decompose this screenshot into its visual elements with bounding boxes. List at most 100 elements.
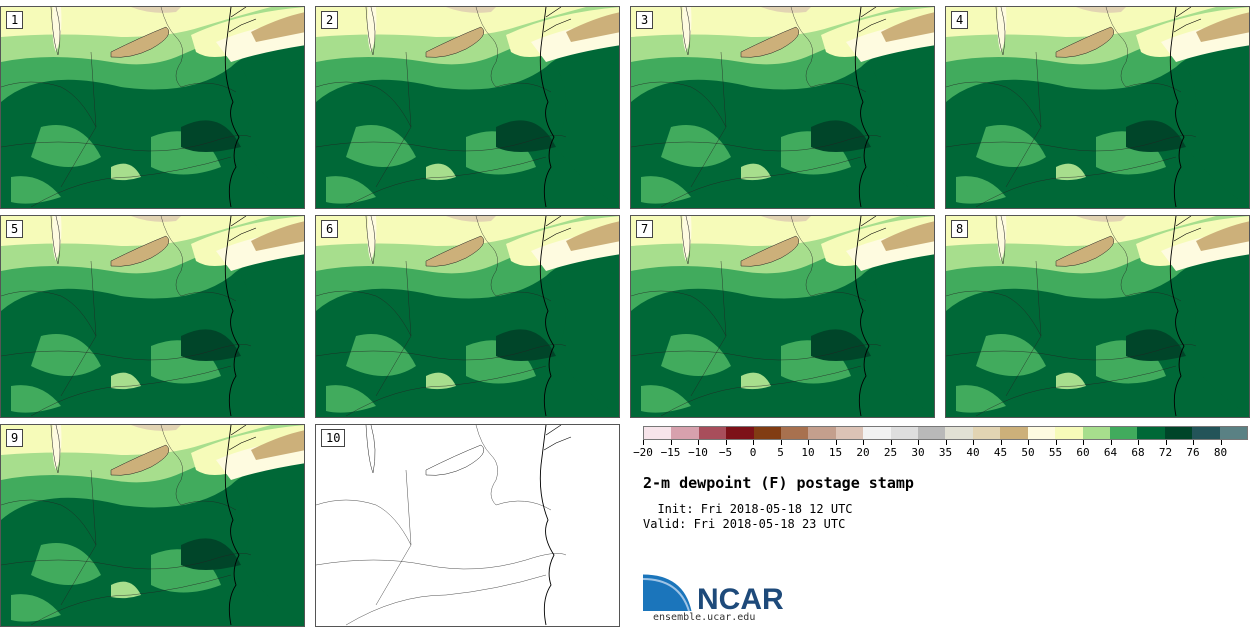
map-shape: [946, 216, 1216, 246]
map-shape: [995, 216, 1006, 265]
map-field: [316, 216, 619, 417]
map-shape: [1196, 221, 1249, 251]
map-shape: [110, 235, 170, 267]
panel-member-2: 2: [315, 6, 620, 209]
panel-label: 3: [636, 11, 654, 29]
map-shape: [682, 7, 692, 52]
map-shape: [871, 60, 934, 206]
map-shape: [31, 334, 101, 376]
map-shape: [1126, 329, 1186, 361]
map-shape: [475, 216, 498, 297]
colorbar-segment: [835, 427, 864, 439]
map-shape: [181, 329, 241, 361]
map-shape: [111, 27, 169, 58]
map-shape: [110, 444, 170, 476]
map-shape: [631, 216, 901, 246]
map-shape: [160, 425, 183, 506]
panel-label: 9: [6, 429, 24, 447]
panel-member-8: 8: [945, 215, 1250, 418]
map-shape: [631, 290, 727, 337]
map-field: [1, 425, 304, 626]
map-shape: [946, 7, 1216, 37]
colorbar-segment: [863, 427, 891, 439]
colorbar-segment: [1055, 427, 1083, 439]
map-shape: [661, 334, 731, 376]
panel-label: 10: [321, 429, 346, 447]
map-shape: [316, 553, 567, 570]
map-shape: [180, 82, 237, 93]
map-shape: [316, 81, 412, 128]
valid-time: Valid: Fri 2018-05-18 23 UTC: [643, 517, 846, 531]
colorbar-tick-label: 20: [856, 446, 870, 459]
map-shape: [661, 125, 731, 167]
map-shape: [660, 365, 862, 417]
colorbar-tick-label: −15: [660, 446, 681, 459]
map-shape: [975, 156, 1177, 208]
map-shape: [956, 176, 1006, 204]
colorbar-tick-mark: [1000, 440, 1002, 445]
map-shape: [975, 365, 1177, 417]
map-shape: [1169, 216, 1185, 417]
colorbar-segment: [1082, 427, 1110, 439]
colorbar-tick-mark: [753, 440, 754, 445]
map-shape: [131, 7, 181, 13]
map-shape: [426, 372, 456, 390]
map-shape: [680, 7, 691, 56]
map-shape: [30, 156, 232, 208]
map-shape: [1, 290, 97, 337]
map-field: [946, 7, 1249, 208]
map-shape: [228, 216, 257, 242]
map-shape: [1, 344, 252, 361]
colorbar-tick-mark: [1220, 440, 1222, 445]
logo-text: NCAR: [697, 583, 784, 616]
panel-label: 2: [321, 11, 339, 29]
map-shape: [131, 425, 181, 431]
colorbar-tick-mark: [643, 440, 644, 445]
map-title: 2-m dewpoint (F) postage stamp: [643, 474, 914, 492]
map-shape: [365, 7, 376, 56]
map-shape: [1, 553, 252, 570]
colorbar-tick-mark: [808, 440, 809, 445]
colorbar-segment: [1000, 427, 1028, 439]
map-shape: [11, 594, 61, 622]
panel-member-7: 7: [630, 215, 935, 418]
map-shape: [1, 425, 271, 455]
colorbar-segment: [1109, 427, 1138, 439]
map-shape: [854, 7, 870, 208]
colorbar-tick-mark: [1028, 440, 1029, 445]
map-shape: [180, 500, 237, 511]
colorbar-tick-mark: [725, 440, 727, 445]
map-shape: [11, 385, 61, 413]
map-shape: [345, 365, 547, 417]
map-shape: [496, 120, 556, 152]
map-field: [1, 7, 304, 208]
colorbar-tick-label: 15: [828, 446, 843, 459]
map-shape: [52, 216, 62, 261]
colorbar-segment: [1192, 427, 1220, 439]
map-shape: [228, 7, 257, 33]
colorbar-tick-label: −5: [718, 446, 733, 459]
colorbar-segment: [1027, 427, 1056, 439]
map-shape: [241, 269, 304, 415]
panel-label: 8: [951, 220, 969, 238]
map-shape: [1173, 7, 1202, 33]
map-shape: [740, 235, 800, 267]
map-shape: [31, 543, 101, 585]
map-shape: [1, 135, 252, 152]
map-shape: [539, 216, 555, 417]
colorbar-tick-mark: [698, 440, 699, 445]
map-shape: [566, 12, 619, 42]
colorbar-tick-label: 40: [966, 446, 980, 459]
map-field: [316, 425, 572, 626]
colorbar-segment: [890, 427, 919, 439]
map-shape: [426, 27, 484, 58]
map-shape: [181, 538, 241, 570]
map-shape: [871, 269, 934, 415]
map-shape: [946, 344, 1197, 361]
panel-member-10: 10: [315, 424, 620, 627]
colorbar-segment: [1137, 427, 1165, 439]
map-shape: [50, 7, 61, 56]
map-shape: [543, 7, 572, 33]
map-shape: [345, 574, 547, 626]
map-shape: [682, 216, 692, 261]
